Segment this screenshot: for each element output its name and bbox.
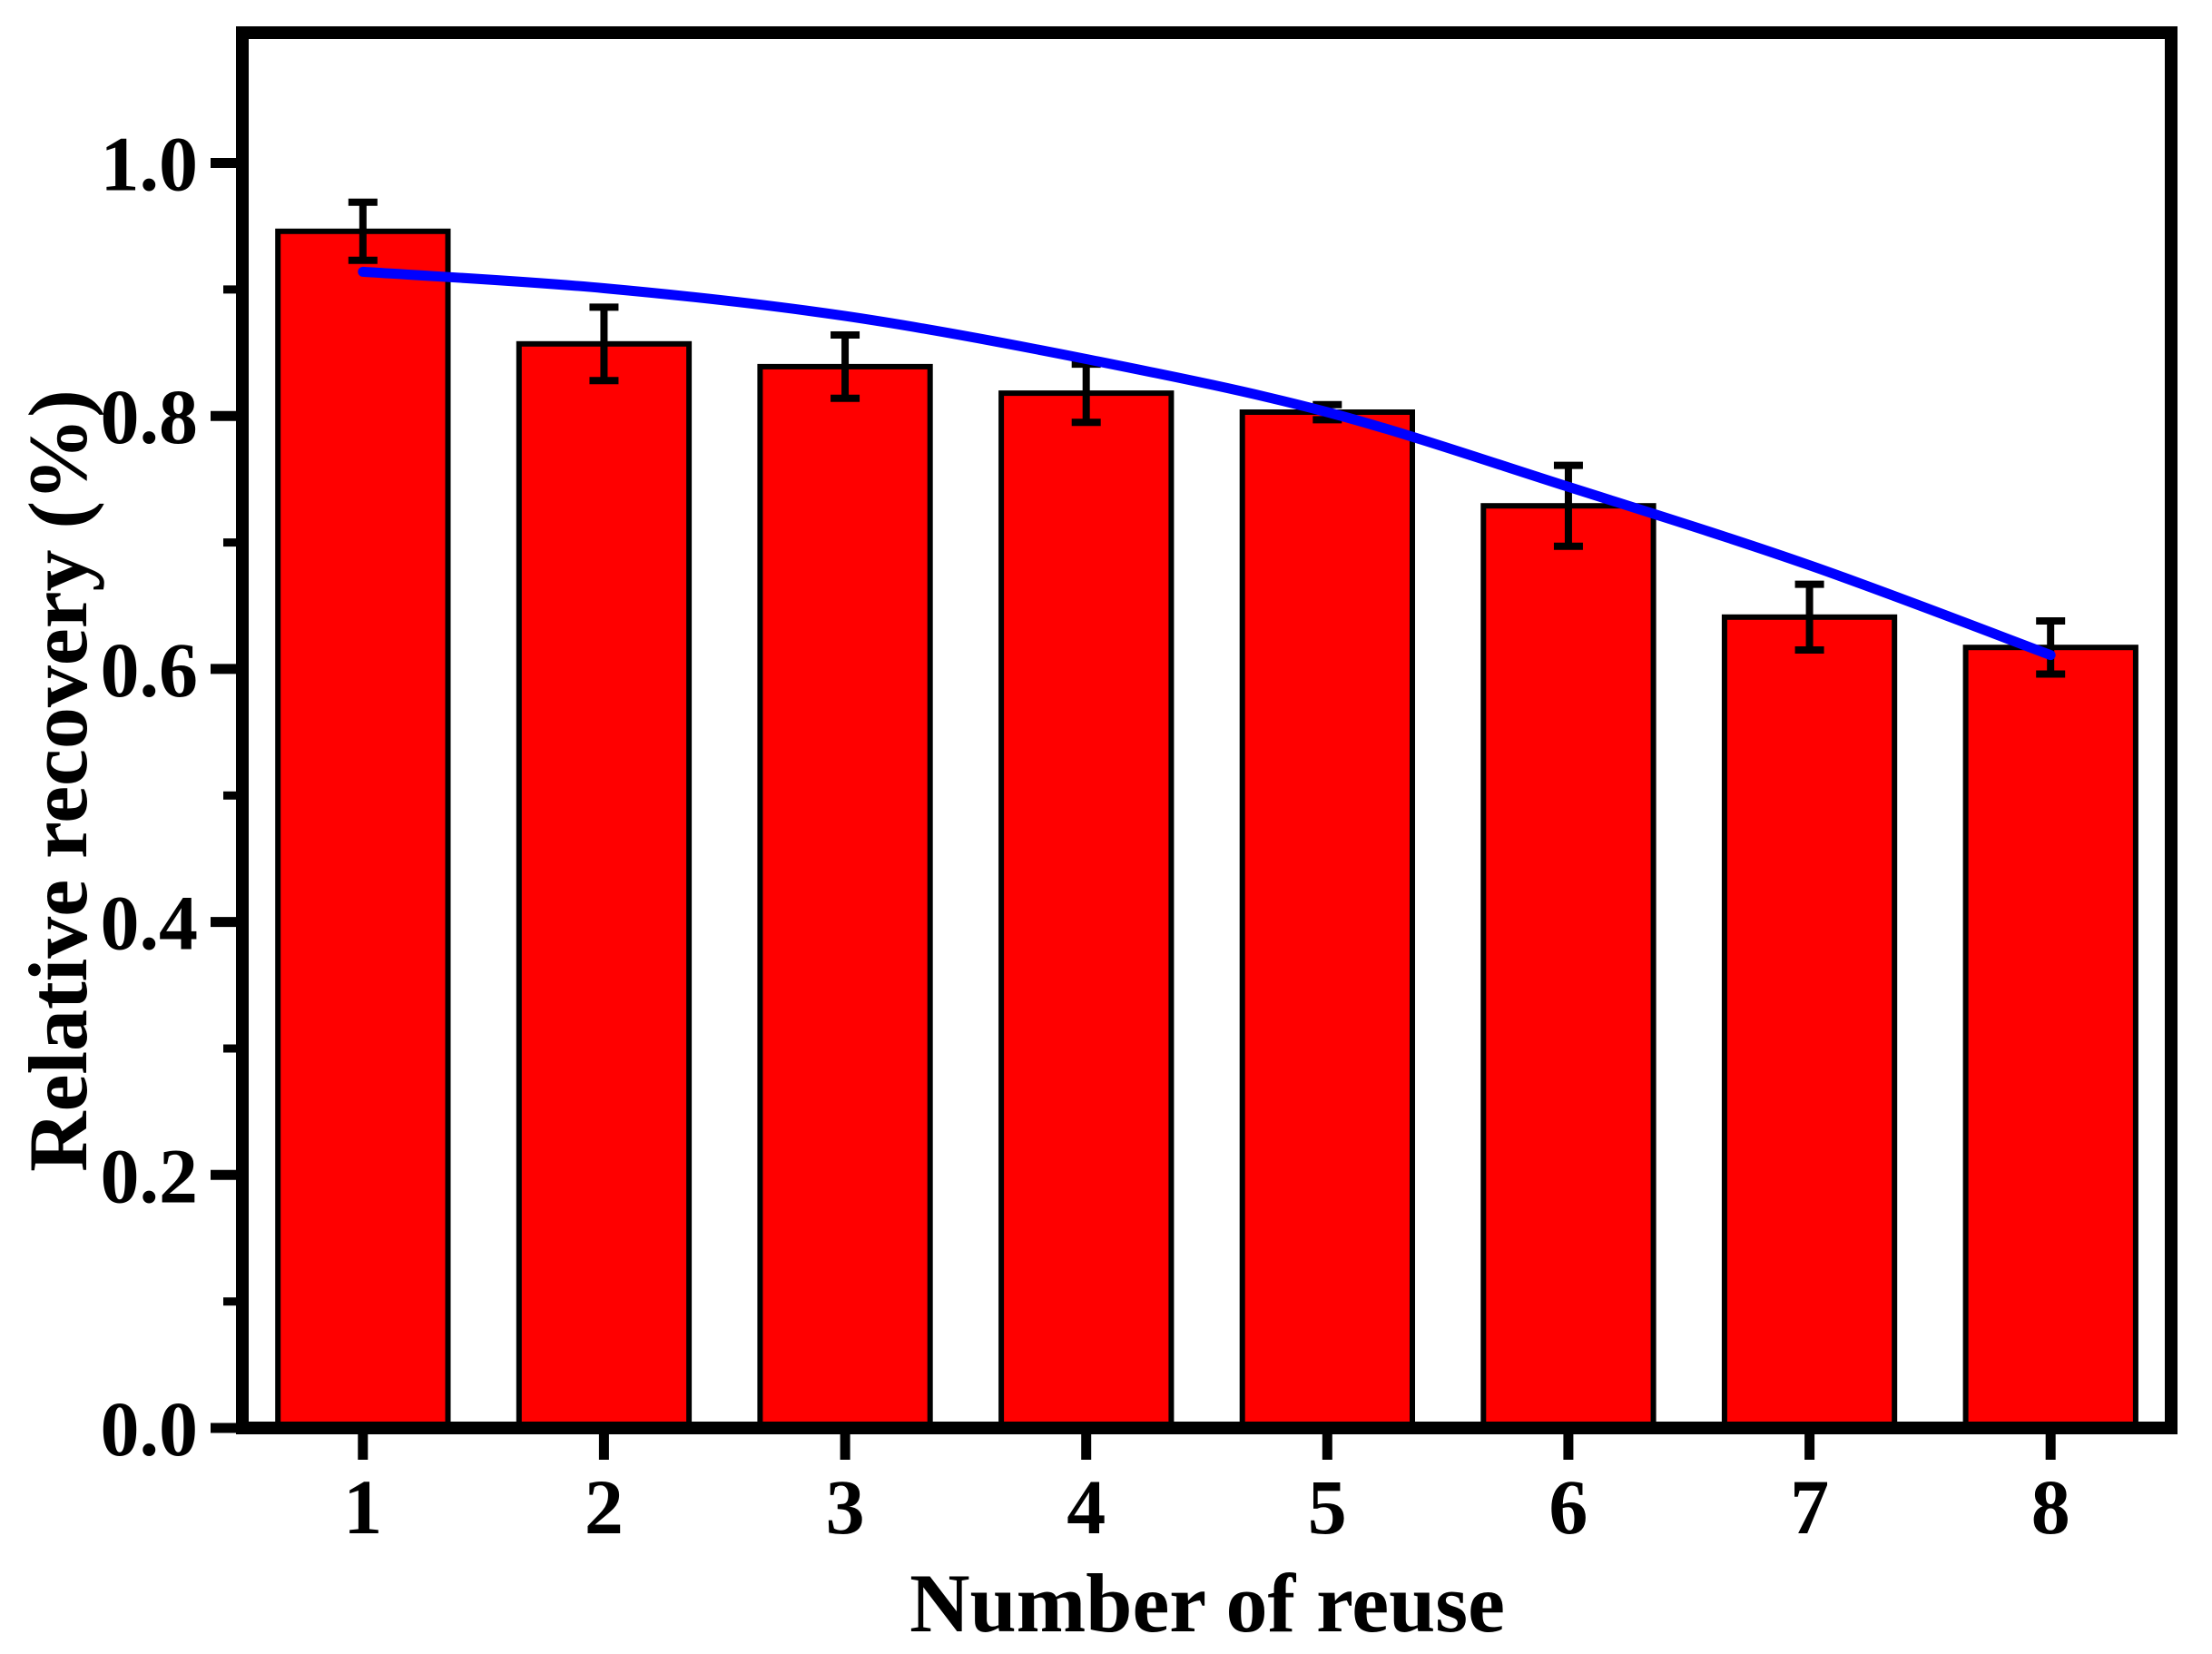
trend-line [358, 266, 2056, 661]
x-tick-label: 2 [585, 1463, 624, 1551]
y-tick-label: 0.2 [101, 1132, 199, 1219]
x-axis-title: Number of reuse [909, 1557, 1505, 1649]
error-bar-1 [348, 198, 378, 264]
x-tick-label: 1 [343, 1463, 382, 1551]
plot-frame [236, 26, 2178, 1434]
bar-3 [757, 363, 933, 1431]
bar-2 [516, 340, 693, 1431]
error-bar-7 [1794, 580, 1824, 654]
y-axis-title: Relative recovery (%) [12, 389, 104, 1172]
x-tick-label: 5 [1308, 1463, 1347, 1551]
bar-4 [998, 390, 1175, 1432]
bar-5 [1239, 409, 1415, 1431]
error-bar-8 [2036, 617, 2066, 678]
y-tick-label: 1.0 [101, 121, 199, 208]
x-tick-label: 7 [1790, 1463, 1829, 1551]
error-bar-3 [831, 331, 860, 402]
bar-8 [1962, 645, 2138, 1431]
y-tick-label: 0.6 [101, 626, 199, 714]
error-bar-6 [1553, 461, 1583, 550]
y-tick-label: 0.0 [101, 1385, 199, 1472]
error-bar-2 [589, 303, 619, 385]
x-tick-label: 4 [1067, 1463, 1106, 1551]
bar-7 [1721, 614, 1898, 1431]
y-tick-label: 0.4 [101, 880, 199, 967]
plot-area: 0.0 0.2 0.4 0.6 0.8 1.0 1 2 3 4 5 6 7 8 [101, 121, 2138, 1551]
bar-6 [1480, 503, 1657, 1431]
x-tick-label: 6 [1548, 1463, 1588, 1551]
x-tick-label: 3 [826, 1463, 865, 1551]
x-tick-label: 8 [2031, 1463, 2070, 1551]
y-tick-label: 0.8 [101, 373, 199, 460]
bar-1 [275, 228, 451, 1431]
